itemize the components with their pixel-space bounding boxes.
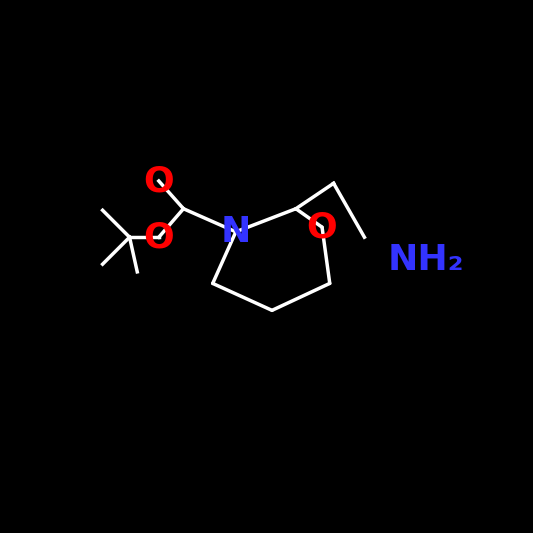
Text: O: O — [143, 164, 174, 198]
Text: N: N — [221, 215, 251, 249]
Text: O: O — [143, 220, 174, 254]
Text: NH₂: NH₂ — [387, 243, 464, 277]
Text: O: O — [306, 210, 337, 244]
